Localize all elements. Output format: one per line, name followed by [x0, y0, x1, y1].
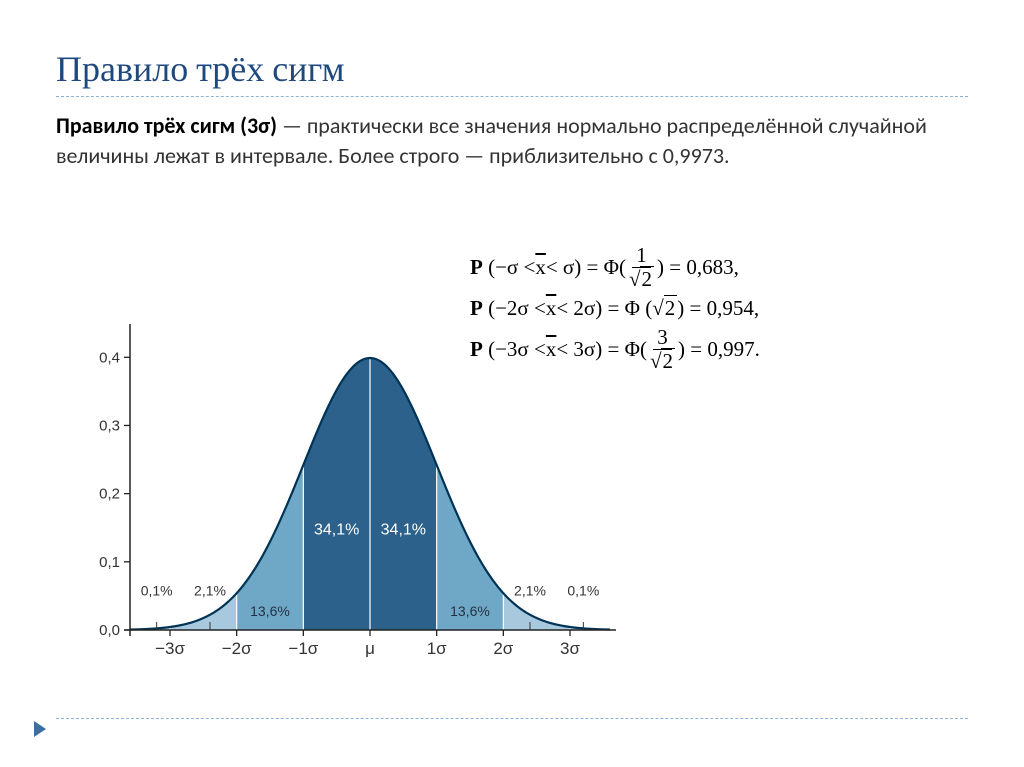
formula-line-1: P ( −σ < x < σ ) = Φ ( 1 √2 ) = 0,683, — [470, 245, 760, 290]
rparen: ) = Φ — [574, 251, 619, 284]
comma: , — [754, 292, 759, 325]
sqrt-arg: 2 — [664, 295, 678, 320]
sqrt-arg: 2 — [640, 266, 654, 291]
footer-divider — [56, 718, 968, 719]
svg-text:0,1: 0,1 — [99, 554, 120, 571]
fraction: 1 √2 — [629, 245, 654, 290]
svg-text:34,1%: 34,1% — [314, 522, 359, 539]
slide-arrow-icon — [34, 721, 46, 737]
svg-text:0,1%: 0,1% — [141, 583, 173, 599]
slide-title: Правило трёх сигм — [56, 48, 968, 90]
slide: Правило трёх сигм Правило трёх сигм (3σ)… — [0, 0, 1024, 767]
phi-arg: √2 — [652, 292, 677, 325]
fraction: 3 √2 — [650, 327, 675, 372]
svg-text:2,1%: 2,1% — [194, 583, 226, 599]
svg-text:0,1%: 0,1% — [567, 583, 599, 599]
rparen2: ) = — [678, 333, 707, 366]
frac-num: 1 — [632, 245, 651, 268]
frac-den: √2 — [650, 350, 675, 372]
svg-text:1σ: 1σ — [427, 639, 447, 658]
svg-text:3σ: 3σ — [560, 639, 580, 658]
value: 0,954 — [707, 292, 754, 325]
title-divider — [56, 96, 968, 97]
svg-text:34,1%: 34,1% — [381, 522, 426, 539]
bell-curve-chart: 0,0 0,1 0,2 0,3 0,4 −3σ −2σ −1σ μ 1σ 2σ 3σ 34,1% 34,1… — [70, 300, 650, 680]
rparen2: ) = — [677, 292, 706, 325]
svg-text:2σ: 2σ — [493, 639, 513, 658]
comma: , — [734, 251, 739, 284]
rhs: < σ — [546, 251, 574, 284]
intro-paragraph: Правило трёх сигм (3σ) — практически все… — [56, 111, 968, 170]
lparen2: ( — [619, 251, 626, 284]
lhs: −σ < — [495, 251, 535, 284]
sqrt-arg: 2 — [661, 348, 675, 373]
svg-text:2,1%: 2,1% — [514, 583, 546, 599]
bell-svg: 0,0 0,1 0,2 0,3 0,4 −3σ −2σ −1σ μ 1σ 2σ 3σ 34,1% 34,1… — [70, 300, 650, 680]
svg-text:0,0: 0,0 — [99, 622, 120, 639]
value: 0,997 — [707, 333, 754, 366]
svg-text:13,6%: 13,6% — [250, 603, 290, 619]
svg-text:0,2: 0,2 — [99, 486, 120, 503]
rparen2: ) = — [657, 251, 686, 284]
intro-bold: Правило трёх сигм (3σ) — [56, 112, 277, 139]
svg-text:μ: μ — [365, 639, 375, 658]
svg-text:0,4: 0,4 — [99, 349, 120, 366]
lparen: ( — [483, 251, 495, 284]
value: 0,683 — [686, 251, 733, 284]
svg-text:0,3: 0,3 — [99, 417, 120, 434]
svg-text:13,6%: 13,6% — [450, 603, 490, 619]
xbar: x — [535, 251, 546, 284]
svg-text:−3σ: −3σ — [155, 639, 185, 658]
svg-text:−2σ: −2σ — [222, 639, 252, 658]
frac-num: 3 — [653, 327, 672, 350]
svg-text:−1σ: −1σ — [288, 639, 318, 658]
frac-den: √2 — [629, 268, 654, 290]
p-symbol: P — [470, 251, 483, 284]
period: . — [755, 333, 760, 366]
